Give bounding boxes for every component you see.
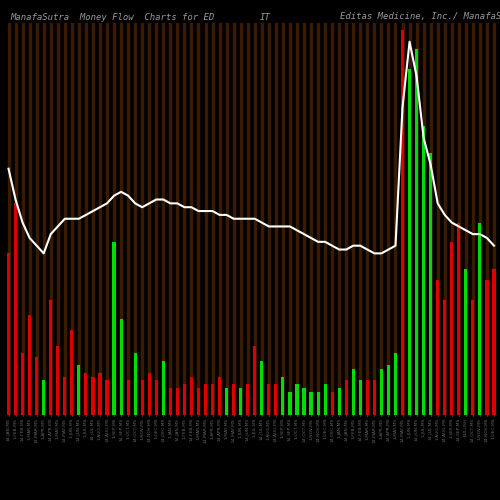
Text: Editas Medicine, Inc./ ManafaSutra.c: Editas Medicine, Inc./ ManafaSutra.c <box>340 12 500 22</box>
Bar <box>169 388 172 415</box>
Bar <box>274 384 278 415</box>
Bar <box>70 330 74 415</box>
Bar <box>464 269 468 415</box>
Bar <box>190 376 193 415</box>
Bar <box>260 361 264 415</box>
Text: ManafaSutra  Money Flow  Charts for ED: ManafaSutra Money Flow Charts for ED <box>10 12 214 22</box>
Bar <box>218 376 221 415</box>
Bar <box>380 369 383 415</box>
Bar <box>373 380 376 415</box>
Bar <box>204 384 207 415</box>
Bar <box>288 392 292 415</box>
Bar <box>112 242 116 415</box>
Bar <box>457 222 460 415</box>
Bar <box>492 269 496 415</box>
Bar <box>450 242 454 415</box>
Bar <box>63 376 66 415</box>
Bar <box>436 280 440 415</box>
Bar <box>225 388 228 415</box>
Bar <box>120 319 122 415</box>
Bar <box>296 384 298 415</box>
Bar <box>28 315 31 415</box>
Bar <box>268 384 270 415</box>
Bar <box>253 346 256 415</box>
Bar <box>21 354 24 415</box>
Bar <box>246 384 250 415</box>
Bar <box>310 392 312 415</box>
Bar <box>42 380 45 415</box>
Bar <box>78 365 80 415</box>
Bar <box>232 384 235 415</box>
Bar <box>366 380 369 415</box>
Bar <box>35 358 38 415</box>
Bar <box>387 365 390 415</box>
Bar <box>197 388 200 415</box>
Bar <box>183 384 186 415</box>
Bar <box>154 380 158 415</box>
Bar <box>302 388 306 415</box>
Bar <box>472 300 474 415</box>
Bar <box>162 361 165 415</box>
Bar <box>316 392 320 415</box>
Bar <box>98 372 102 415</box>
Bar <box>49 300 52 415</box>
Bar <box>56 346 59 415</box>
Bar <box>394 354 397 415</box>
Bar <box>338 388 341 415</box>
Bar <box>401 30 404 415</box>
Bar <box>14 204 17 415</box>
Bar <box>7 254 10 415</box>
Bar <box>140 380 144 415</box>
Bar <box>92 376 94 415</box>
Bar <box>126 380 130 415</box>
Bar <box>344 380 348 415</box>
Bar <box>429 154 432 415</box>
Bar <box>106 380 108 415</box>
Bar <box>358 380 362 415</box>
Bar <box>330 392 334 415</box>
Bar <box>422 126 425 415</box>
Bar <box>408 68 411 415</box>
Bar <box>478 222 482 415</box>
Bar <box>211 384 214 415</box>
Bar <box>415 50 418 415</box>
Bar <box>148 372 151 415</box>
Bar <box>176 388 179 415</box>
Bar <box>239 388 242 415</box>
Bar <box>324 384 326 415</box>
Bar <box>443 300 446 415</box>
Bar <box>134 354 136 415</box>
Bar <box>282 376 284 415</box>
Text: IT: IT <box>260 12 271 22</box>
Bar <box>352 369 355 415</box>
Bar <box>84 372 87 415</box>
Bar <box>486 280 488 415</box>
